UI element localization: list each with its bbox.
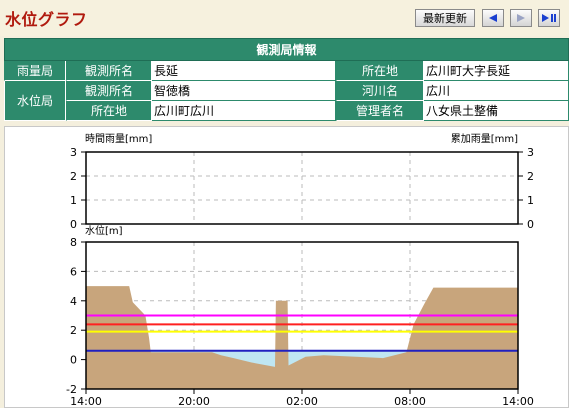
water-level-chart: 時間雨量[mm] 累加雨量[mm] 水位[m] 0 0 1 1 2 2 3 3 -2 0 2 4 6 8… bbox=[66, 133, 534, 407]
latest-update-button[interactable]: 最新更新 bbox=[415, 9, 475, 27]
rain-hourly-axis-label: 時間雨量[mm] bbox=[85, 133, 152, 145]
rain-station-row: 雨量局 観測所名 長延 所在地 広川町大字長延 bbox=[4, 61, 569, 81]
water-frame bbox=[85, 241, 519, 390]
triangle-left-icon bbox=[489, 14, 497, 22]
water-level-graph-panel: 時間雨量[mm] 累加雨量[mm] 水位[m] 0 0 1 1 2 2 3 3 -2 0 2 4 6 8… bbox=[4, 126, 569, 408]
water-ytick-label: 4 bbox=[70, 295, 77, 308]
water-xtick-label: 08:00 bbox=[394, 395, 426, 407]
water-ytick-label: 8 bbox=[70, 236, 77, 249]
water-station-row-2: 所在地 広川町広川 管理者名 八女県土整備 bbox=[66, 101, 569, 121]
rain-ytick-label-left: 0 bbox=[70, 218, 77, 231]
rain-location-label: 所在地 bbox=[336, 61, 424, 81]
water-level-axis-label: 水位[m] bbox=[85, 224, 123, 237]
water-station-row-1: 観測所名 智徳橋 河川名 広川 bbox=[66, 81, 569, 101]
river-name: 広川 bbox=[424, 81, 569, 101]
water-ytick-label: -2 bbox=[66, 383, 77, 396]
water-level-plot: -2 0 2 4 6 8 14:00 20:00 02:00 08:00 14:00 bbox=[66, 236, 534, 407]
rain-ytick-label-right: 1 bbox=[527, 194, 534, 207]
water-station-label: 水位局 bbox=[4, 81, 66, 121]
water-ytick-label: 6 bbox=[70, 265, 77, 278]
rain-station-label: 雨量局 bbox=[4, 61, 66, 81]
next-button[interactable] bbox=[510, 9, 532, 27]
water-ytick-label: 0 bbox=[70, 354, 77, 367]
rain-ytick-label-left: 1 bbox=[70, 194, 77, 207]
rainfall-plot: 0 0 1 1 2 2 3 3 bbox=[70, 146, 534, 231]
riverbed-cross-section bbox=[86, 286, 518, 389]
admin-label: 管理者名 bbox=[336, 101, 424, 121]
water-station-block: 水位局 観測所名 智徳橋 河川名 広川 所在地 広川町広川 管理者名 八女県土整… bbox=[4, 81, 569, 121]
water-station-name: 智徳橋 bbox=[152, 81, 336, 101]
water-name-label: 観測所名 bbox=[66, 81, 152, 101]
triangle-right-icon bbox=[517, 14, 525, 22]
water-location: 広川町広川 bbox=[152, 101, 336, 121]
rain-location: 広川町大字長延 bbox=[424, 61, 569, 81]
title-bar: 水位グラフ 最新更新 bbox=[0, 0, 569, 36]
water-xtick-label: 14:00 bbox=[70, 395, 102, 407]
station-info-table: 観測局情報 雨量局 観測所名 長延 所在地 広川町大字長延 水位局 観測所名 智… bbox=[4, 38, 569, 121]
water-ytick-label: 2 bbox=[70, 324, 77, 337]
rain-ytick-label-right: 3 bbox=[527, 146, 534, 159]
rain-ytick-label-right: 2 bbox=[527, 170, 534, 183]
latest-button[interactable] bbox=[538, 9, 560, 27]
water-xtick-label: 02:00 bbox=[286, 395, 318, 407]
page-title: 水位グラフ bbox=[5, 10, 88, 29]
water-location-label: 所在地 bbox=[66, 101, 152, 121]
play-pause-icon bbox=[542, 14, 556, 22]
rain-ytick-label-right: 0 bbox=[527, 218, 534, 231]
rain-name-label: 観測所名 bbox=[66, 61, 152, 81]
prev-button[interactable] bbox=[482, 9, 504, 27]
rain-station-name: 長延 bbox=[152, 61, 336, 81]
water-xtick-label: 20:00 bbox=[178, 395, 210, 407]
river-name-label: 河川名 bbox=[336, 81, 424, 101]
rain-ytick-label-left: 3 bbox=[70, 146, 77, 159]
rain-ytick-label-left: 2 bbox=[70, 170, 77, 183]
admin-name: 八女県土整備 bbox=[424, 101, 569, 121]
rain-frame bbox=[85, 151, 519, 225]
water-xtick-label: 14:00 bbox=[502, 395, 534, 407]
station-info-title: 観測局情報 bbox=[4, 38, 569, 61]
rain-cumulative-axis-label: 累加雨量[mm] bbox=[451, 133, 518, 145]
